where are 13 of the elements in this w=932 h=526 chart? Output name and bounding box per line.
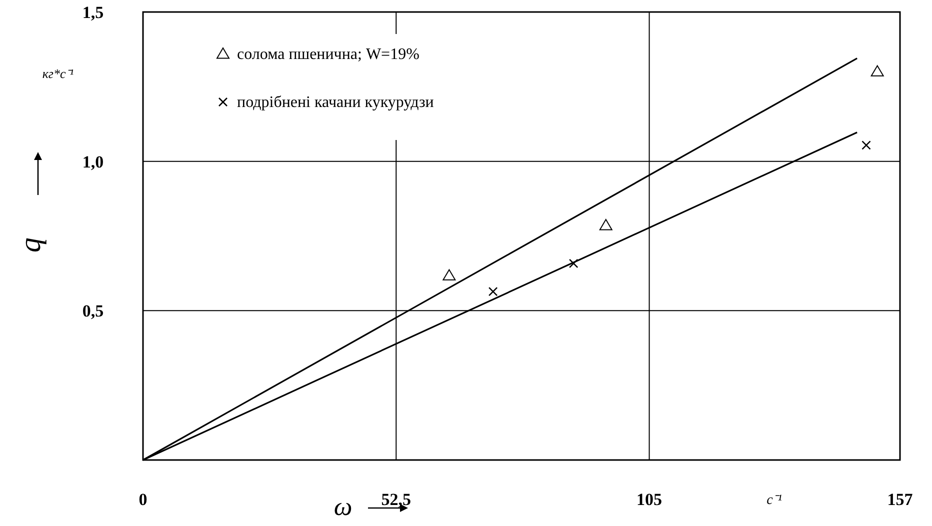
y-axis-title: q [14, 238, 47, 252]
y-tick-label: 1,0 [82, 152, 104, 172]
legend-label: солома пшенична; W=19% [237, 46, 420, 63]
x-axis-title: ω [334, 492, 352, 521]
text: кг*с⁻¹ [42, 66, 74, 81]
x-tick-label: 0 [138, 490, 148, 509]
text: с⁻¹ [766, 493, 782, 508]
legend-label: подрібнені качани кукурудзи [237, 94, 434, 111]
y-tick-label: 0,5 [82, 302, 104, 321]
x-tick-label: 52,5 [381, 490, 412, 509]
y-tick-label: 1,5 [82, 3, 104, 22]
x-tick-label: 157 [887, 490, 914, 509]
x-tick-label: 105 [636, 490, 662, 509]
